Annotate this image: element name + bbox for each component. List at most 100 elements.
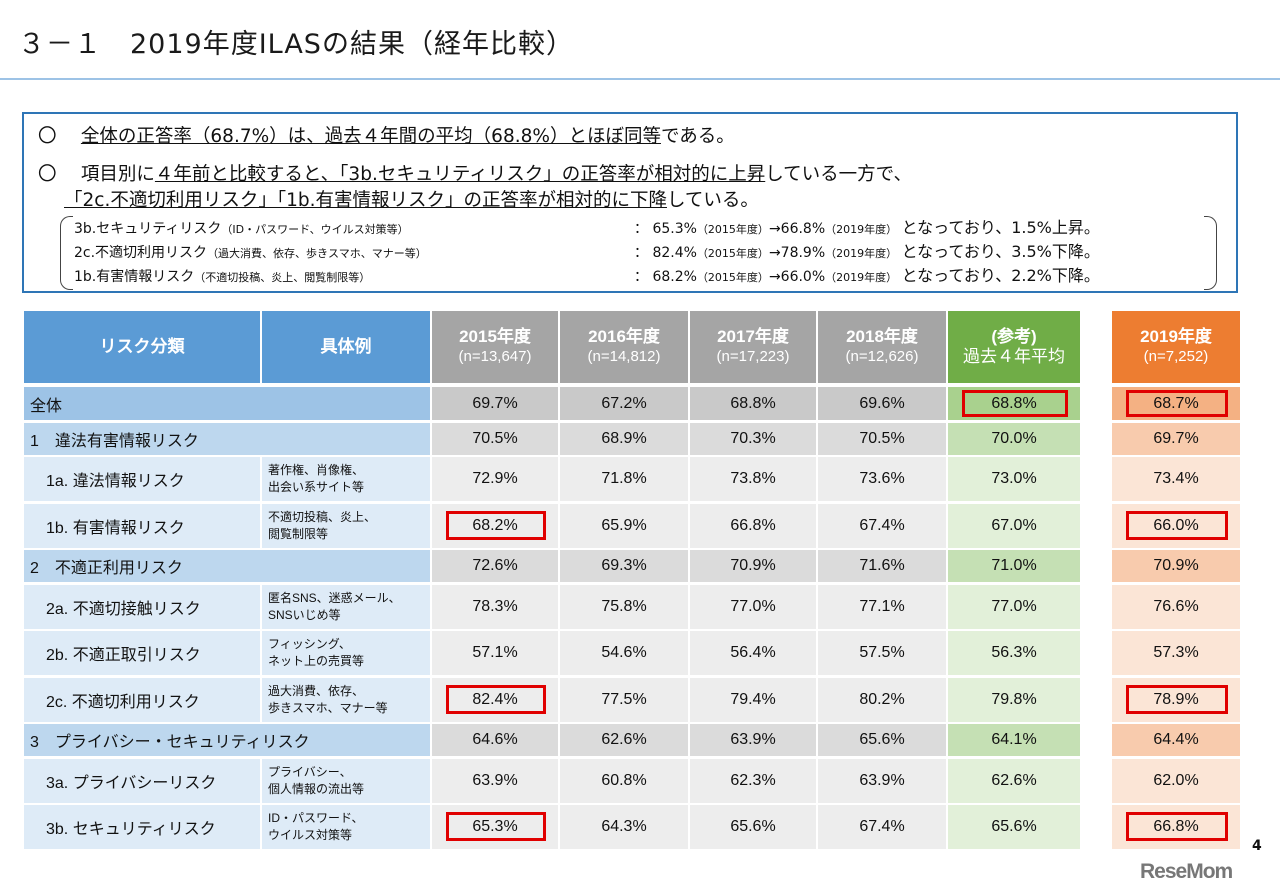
header-year-2: 2017年度 (n=17,223) [690, 311, 816, 383]
header-year-label: 2019年度 [1140, 327, 1212, 346]
highlight-box [446, 510, 546, 540]
value-cell: 73.4% [1112, 457, 1240, 501]
detail-note: （ID・パスワード、ウイルス対策等） [221, 223, 409, 236]
value-cell: 69.6% [818, 387, 946, 420]
colon: ： [634, 245, 648, 261]
value-cell: 65.6% [690, 805, 816, 849]
value-cell: 64.4% [1112, 724, 1240, 756]
value-cell: 75.8% [560, 584, 688, 629]
value-cell: 70.9% [690, 550, 816, 582]
value-cell: 71.8% [560, 457, 688, 501]
value-cell: 79.8% [948, 677, 1080, 722]
bullet-emphasis: 「2c.不適切利用リスク」「1b.有害情報リスク」の正答率が相対的に下降 [64, 190, 667, 211]
value-cell: 62.6% [560, 724, 688, 756]
value-cell: 63.9% [818, 758, 946, 803]
value-cell: 63.9% [690, 724, 816, 756]
header-year-label: 2017年度 [717, 327, 789, 346]
value-cell: 65.6% [948, 805, 1080, 849]
header-year-sub: 過去４年平均 [963, 347, 1065, 366]
summary-bullet-2: 〇 項目別に４年前と比較すると、「3b.セキュリティリスク」の正答率が相対的に上… [38, 160, 912, 186]
header-year-sub: (n=13,647) [458, 348, 532, 365]
value-cell: 67.0% [948, 503, 1080, 548]
value-cell: 70.0% [948, 422, 1080, 455]
value-cell: 65.9% [560, 503, 688, 548]
from-value: 65.3% [652, 221, 697, 237]
bullet-text: である。 [660, 126, 735, 147]
value-cell: 64.3% [560, 805, 688, 849]
value-cell: 77.0% [690, 584, 816, 629]
value-cell: 79.4% [690, 677, 816, 722]
header-category: リスク分類 [24, 311, 260, 383]
header-year-5: 2019年度 (n=7,252) [1112, 311, 1240, 383]
value-cell: 68.9% [560, 422, 688, 455]
value-cell: 60.8% [560, 758, 688, 803]
row-example: ID・パスワード、 ウイルス対策等 [262, 805, 430, 849]
header-year-0: 2015年度 (n=13,647) [432, 311, 558, 383]
page-title: ３－１ 2019年度ILASの結果（経年比較） [18, 29, 574, 60]
value-cell: 62.6% [948, 758, 1080, 803]
row-label: 全体 [24, 387, 430, 420]
header-example: 具体例 [262, 311, 430, 383]
colon: ： [634, 269, 648, 285]
value-cell: 63.9% [432, 758, 558, 803]
value-cell: 70.5% [818, 422, 946, 455]
value-cell: 67.4% [818, 503, 946, 548]
row-label: 2 不適正利用リスク [24, 550, 430, 582]
colon: ： [634, 221, 648, 237]
value-cell: 70.9% [1112, 550, 1240, 582]
value-cell: 72.9% [432, 457, 558, 501]
detail-note: （過大消費、依存、歩きスマホ、マナー等） [207, 247, 427, 260]
row-label: 3b. セキュリティリスク [24, 805, 260, 849]
value-cell: 57.5% [818, 631, 946, 675]
detail-line: 3b.セキュリティリスク（ID・パスワード、ウイルス対策等）： 65.3%（20… [74, 214, 1202, 238]
highlight-box [1126, 812, 1228, 841]
value-cell: 70.5% [432, 422, 558, 455]
from-year: （2015年度） [696, 247, 769, 260]
from-value: 82.4% [652, 245, 697, 261]
bullet-text: 項目別に [80, 164, 155, 185]
row-label: 2b. 不適正取引リスク [24, 631, 260, 675]
bullet-emphasis: ４年前と比較すると、「3b.セキュリティリスク」の正答率が相対的に上昇 [154, 164, 766, 185]
detail-label: 1b.有害情報リスク（不適切投稿、炎上、閲覧制限等） [74, 266, 634, 286]
row-example: 過大消費、依存、 歩きスマホ、マナー等 [262, 677, 430, 722]
value-cell: 73.6% [818, 457, 946, 501]
value-cell: 73.8% [690, 457, 816, 501]
header-year-label: 2018年度 [846, 327, 918, 346]
summary-box: 〇 全体の正答率（68.7%）は、過去４年間の平均（68.8%）とほぼ同等である… [22, 112, 1238, 293]
bullet-text: している。 [666, 190, 759, 211]
bullet-text: している一方で、 [765, 164, 912, 185]
highlight-box [1126, 390, 1228, 417]
row-example: 匿名SNS、迷惑メール、 SNSいじめ等 [262, 584, 430, 629]
value-cell: 57.1% [432, 631, 558, 675]
header-year-1: 2016年度 (n=14,812) [560, 311, 688, 383]
value-cell: 72.6% [432, 550, 558, 582]
to-value: 66.8% [780, 221, 826, 237]
from-year: （2015年度） [696, 271, 769, 284]
summary-bullet-1: 〇 全体の正答率（68.7%）は、過去４年間の平均（68.8%）とほぼ同等である… [38, 122, 735, 148]
detail-values: ： 68.2%（2015年度）→66.0%（2019年度） となっており、2.2… [634, 262, 1100, 286]
row-label: 1a. 違法情報リスク [24, 457, 260, 501]
header-year-label: 2016年度 [588, 327, 660, 346]
page-number: 4 [1252, 838, 1262, 854]
value-cell: 77.5% [560, 677, 688, 722]
header-year-sub: (n=14,812) [587, 348, 661, 365]
highlight-box [446, 684, 546, 714]
header-year-label: 2015年度 [459, 327, 531, 346]
right-bracket [1204, 216, 1217, 290]
value-cell: 77.0% [948, 584, 1080, 629]
value-cell: 70.3% [690, 422, 816, 455]
value-cell: 71.0% [948, 550, 1080, 582]
value-cell: 67.4% [818, 805, 946, 849]
value-cell: 78.3% [432, 584, 558, 629]
value-cell: 67.2% [560, 387, 688, 420]
to-value: 78.9% [780, 245, 826, 261]
detail-name: 1b.有害情報リスク [74, 269, 195, 285]
row-label: 2c. 不適切利用リスク [24, 677, 260, 722]
value-cell: 62.3% [690, 758, 816, 803]
to-year: （2019年度） [825, 247, 898, 260]
header-year-sub: (n=12,626) [845, 348, 919, 365]
resemom-logo: ReseMom [1140, 860, 1233, 883]
header-year-sub: (n=7,252) [1143, 348, 1209, 365]
detail-line: 2c.不適切利用リスク（過大消費、依存、歩きスマホ、マナー等）： 82.4%（2… [74, 238, 1202, 262]
detail-label: 2c.不適切利用リスク（過大消費、依存、歩きスマホ、マナー等） [74, 242, 634, 262]
